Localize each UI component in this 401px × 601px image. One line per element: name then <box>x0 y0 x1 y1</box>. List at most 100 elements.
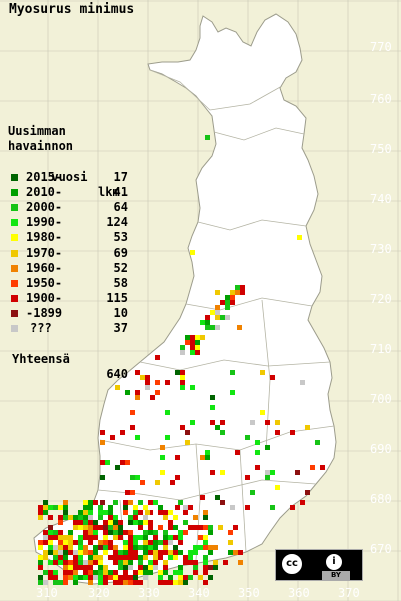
observation-square <box>178 570 183 575</box>
observation-square <box>235 285 240 290</box>
observation-square <box>203 560 208 565</box>
observation-square <box>118 575 123 580</box>
observation-square <box>203 570 208 575</box>
observation-square <box>83 565 88 570</box>
observation-square <box>103 535 108 540</box>
observation-square <box>183 575 188 580</box>
observation-square <box>113 525 118 530</box>
observation-square <box>53 505 58 510</box>
observation-square <box>145 375 150 380</box>
observation-square <box>98 565 103 570</box>
observation-square <box>265 445 270 450</box>
observation-square <box>88 520 93 525</box>
observation-square <box>158 525 163 530</box>
observation-square <box>128 580 133 585</box>
observation-square <box>168 555 173 560</box>
legend-label: 1900- <box>26 291 63 306</box>
observation-square <box>48 560 53 565</box>
legend-total-count: 640 <box>106 367 128 382</box>
observation-square <box>58 540 63 545</box>
observation-square <box>83 515 88 520</box>
observation-square <box>228 530 233 535</box>
observation-square <box>98 510 103 515</box>
observation-square <box>100 500 105 505</box>
observation-square <box>43 505 48 510</box>
observation-square <box>83 505 88 510</box>
observation-square <box>208 575 213 580</box>
observation-square <box>205 135 210 140</box>
observation-square <box>208 565 213 570</box>
observation-square <box>108 505 113 510</box>
observation-square <box>245 475 250 480</box>
observation-square <box>48 530 53 535</box>
observation-square <box>48 550 53 555</box>
observation-square <box>205 455 210 460</box>
observation-square <box>130 490 135 495</box>
observation-square <box>48 540 53 545</box>
observation-square <box>190 340 195 345</box>
observation-square <box>205 315 210 320</box>
legend-count: 124 <box>106 215 128 230</box>
observation-square <box>88 540 93 545</box>
observation-square <box>100 440 105 445</box>
observation-square <box>135 370 140 375</box>
observation-square <box>183 560 188 565</box>
observation-square <box>38 565 43 570</box>
observation-square <box>193 560 198 565</box>
observation-square <box>63 550 68 555</box>
observation-square <box>148 550 153 555</box>
observation-square <box>93 550 98 555</box>
observation-square <box>208 550 213 555</box>
observation-square <box>83 525 88 530</box>
observation-square <box>138 565 143 570</box>
observation-square <box>98 575 103 580</box>
legend-count-header: lkm <box>98 184 120 199</box>
observation-square <box>113 535 118 540</box>
observation-square <box>153 550 158 555</box>
observation-square <box>53 570 58 575</box>
observation-square <box>188 560 193 565</box>
observation-square <box>215 325 220 330</box>
observation-square <box>143 555 148 560</box>
observation-square <box>183 505 188 510</box>
observation-square <box>38 540 43 545</box>
observation-square <box>73 575 78 580</box>
observation-square <box>58 505 63 510</box>
observation-square <box>215 495 220 500</box>
legend-count: 10 <box>113 306 128 321</box>
observation-square <box>53 560 58 565</box>
observation-square <box>225 315 230 320</box>
observation-square <box>125 390 130 395</box>
observation-square <box>158 570 163 575</box>
observation-square <box>195 350 200 355</box>
observation-square <box>220 420 225 425</box>
observation-square <box>158 510 163 515</box>
observation-square <box>98 505 103 510</box>
observation-square <box>185 440 190 445</box>
observation-square <box>310 465 315 470</box>
observation-square <box>108 545 113 550</box>
legend-year-header: vuosi <box>51 169 88 184</box>
observation-square <box>78 560 83 565</box>
observation-square <box>93 560 98 565</box>
observation-square <box>215 290 220 295</box>
observation-square <box>93 575 98 580</box>
observation-square <box>193 550 198 555</box>
legend-row: 1960- 52 <box>8 261 128 276</box>
observation-square <box>220 315 225 320</box>
y-tick-label: 670 <box>370 542 392 556</box>
observation-square <box>168 525 173 530</box>
x-tick-label: 310 <box>36 586 58 600</box>
observation-square <box>208 545 213 550</box>
observation-square <box>180 380 185 385</box>
observation-square <box>165 435 170 440</box>
cc-by-license-badge[interactable]: cc i BY <box>275 549 363 581</box>
observation-square <box>225 295 230 300</box>
observation-square <box>228 540 233 545</box>
observation-square <box>83 535 88 540</box>
legend-header-3: vuosi lkm <box>8 154 119 199</box>
observation-square <box>230 295 235 300</box>
legend-row: 1980- 53 <box>8 230 128 245</box>
legend-swatch <box>11 234 18 242</box>
observation-square <box>160 455 165 460</box>
